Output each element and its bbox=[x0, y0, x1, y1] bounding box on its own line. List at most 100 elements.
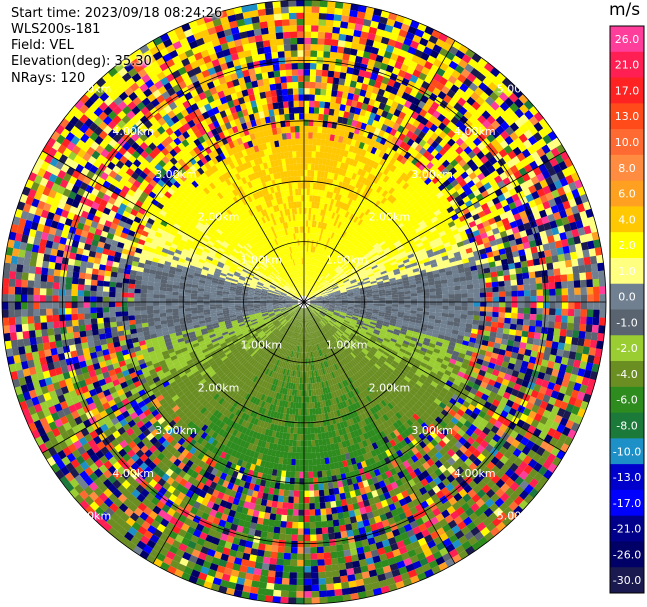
velocity-bin bbox=[466, 96, 476, 106]
velocity-bin bbox=[351, 238, 358, 245]
velocity-bin bbox=[393, 167, 401, 175]
velocity-bin bbox=[517, 302, 525, 308]
velocity-bin bbox=[403, 174, 411, 183]
velocity-bin bbox=[344, 105, 352, 113]
velocity-bin bbox=[315, 274, 319, 280]
velocity-bin bbox=[372, 40, 381, 49]
velocity-bin bbox=[592, 317, 600, 326]
velocity-bin bbox=[305, 276, 307, 284]
velocity-bin bbox=[454, 64, 465, 74]
velocity-bin bbox=[323, 236, 328, 243]
velocity-bin bbox=[311, 25, 319, 32]
velocity-bin bbox=[396, 35, 406, 44]
velocity-bin bbox=[457, 73, 467, 84]
velocity-bin bbox=[311, 6, 320, 13]
velocity-bin bbox=[310, 63, 317, 70]
velocity-bin bbox=[497, 322, 505, 329]
velocity-bin bbox=[430, 140, 439, 149]
velocity-bin bbox=[442, 298, 449, 303]
velocity-bin bbox=[348, 158, 355, 166]
velocity-bin bbox=[332, 26, 341, 34]
velocity-bin bbox=[557, 253, 565, 262]
velocity-bin bbox=[455, 88, 465, 98]
velocity-bin bbox=[369, 189, 376, 197]
velocity-bin bbox=[467, 288, 474, 294]
velocity-bin bbox=[576, 345, 584, 354]
velocity-bin bbox=[311, 287, 317, 293]
velocity-bin bbox=[486, 292, 493, 298]
velocity-bin bbox=[329, 261, 335, 268]
velocity-bin bbox=[304, 138, 309, 145]
velocity-bin bbox=[324, 184, 329, 192]
velocity-bin bbox=[402, 57, 412, 67]
velocity-bin bbox=[341, 117, 349, 125]
velocity-bin bbox=[311, 226, 314, 234]
velocity-bin bbox=[492, 306, 499, 313]
velocity-bin bbox=[473, 288, 480, 294]
velocity-bin bbox=[373, 169, 380, 177]
velocity-bin bbox=[338, 135, 344, 143]
velocity-bin bbox=[347, 22, 356, 30]
velocity-bin bbox=[380, 96, 389, 105]
velocity-bin bbox=[305, 245, 307, 252]
velocity-bin bbox=[304, 276, 306, 284]
velocity-bin bbox=[410, 293, 418, 297]
velocity-bin bbox=[441, 286, 449, 292]
velocity-bin bbox=[315, 266, 319, 273]
velocity-bin bbox=[467, 306, 474, 311]
velocity-bin bbox=[328, 108, 335, 116]
velocity-bin bbox=[491, 281, 499, 288]
velocity-bin bbox=[306, 270, 308, 277]
velocity-bin bbox=[549, 302, 556, 309]
velocity-bin bbox=[464, 63, 475, 73]
velocity-bin bbox=[529, 283, 537, 291]
velocity-bin bbox=[339, 188, 344, 196]
velocity-bin bbox=[532, 338, 541, 346]
velocity-bin bbox=[306, 207, 309, 214]
velocity-bin bbox=[384, 192, 392, 200]
velocity-bin bbox=[574, 302, 581, 310]
velocity-bin bbox=[318, 215, 323, 222]
velocity-bin bbox=[340, 21, 349, 29]
velocity-bin bbox=[323, 114, 329, 122]
velocity-bin bbox=[579, 272, 587, 281]
velocity-bin bbox=[567, 280, 575, 289]
velocity-bin bbox=[567, 315, 575, 324]
velocity-bin bbox=[368, 152, 375, 161]
velocity-bin bbox=[418, 139, 427, 148]
velocity-bin bbox=[308, 264, 310, 271]
velocity-bin bbox=[304, 62, 311, 70]
velocity-bin bbox=[381, 206, 389, 214]
velocity-bin bbox=[598, 278, 606, 287]
velocity-bin bbox=[311, 278, 315, 285]
velocity-bin bbox=[310, 278, 314, 285]
velocity-bin bbox=[523, 319, 530, 326]
velocity-bin bbox=[304, 283, 306, 290]
velocity-bin bbox=[304, 151, 308, 158]
velocity-bin bbox=[329, 245, 335, 253]
velocity-bin bbox=[441, 312, 449, 318]
velocity-bin bbox=[355, 55, 363, 64]
velocity-bin bbox=[372, 161, 380, 170]
velocity-bin bbox=[492, 286, 499, 293]
velocity-bin bbox=[342, 210, 348, 217]
velocity-bin bbox=[315, 282, 321, 288]
velocity-bin bbox=[357, 203, 364, 211]
velocity-bin bbox=[402, 182, 410, 190]
velocity-bin bbox=[340, 230, 345, 237]
velocity-bin bbox=[571, 258, 579, 267]
velocity-bin bbox=[355, 233, 362, 240]
velocity-bin bbox=[391, 100, 399, 109]
velocity-bin bbox=[339, 27, 348, 35]
velocity-bin bbox=[306, 213, 309, 221]
velocity-bin bbox=[323, 51, 331, 58]
velocity-bin bbox=[568, 302, 575, 310]
velocity-bin bbox=[311, 195, 316, 202]
velocity-bin bbox=[332, 255, 338, 262]
velocity-bin bbox=[330, 198, 335, 206]
velocity-bin bbox=[304, 0, 313, 7]
velocity-bin bbox=[400, 63, 409, 73]
velocity-bin bbox=[337, 155, 344, 163]
velocity-bin bbox=[535, 320, 543, 328]
velocity-bin bbox=[304, 100, 310, 107]
